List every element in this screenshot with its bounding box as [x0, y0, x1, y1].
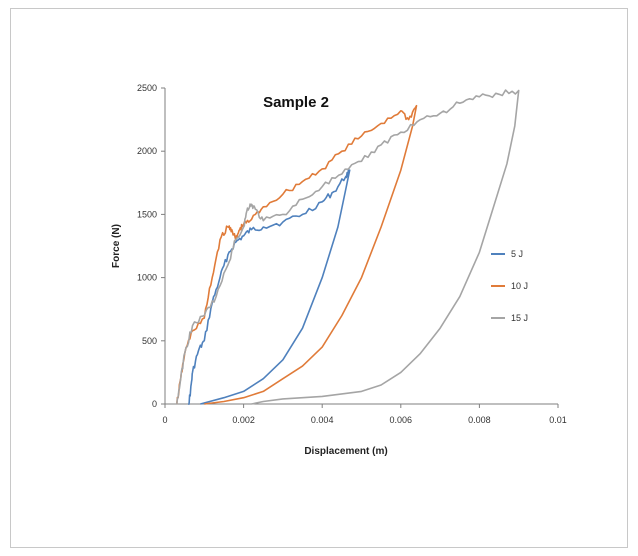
x-tick-label: 0 [162, 415, 167, 425]
series-lines [176, 89, 520, 405]
chart-title: Sample 2 [263, 94, 329, 111]
y-tick-label: 500 [142, 336, 157, 346]
y-axis-title: Force (N) [111, 224, 122, 268]
chart-frame: 0 0.002 0.004 0.006 0.008 0.01 0 500 1000 1500 20… [10, 8, 628, 548]
x-tick-label: 0.008 [468, 415, 491, 425]
y-tick-label: 0 [152, 399, 157, 409]
legend-label-15j: 15 J [511, 313, 528, 323]
x-ticks: 0 0.002 0.004 0.006 0.008 0.01 [162, 404, 567, 425]
x-tick-label: 0.006 [390, 415, 413, 425]
legend: 5 J 10 J 15 J [491, 249, 528, 323]
legend-label-5j: 5 J [511, 249, 523, 259]
y-ticks: 0 500 1000 1500 2000 2500 [137, 83, 165, 409]
series-line-10j [176, 104, 418, 405]
legend-label-10j: 10 J [511, 281, 528, 291]
y-tick-label: 2000 [137, 146, 157, 156]
y-tick-label: 1500 [137, 209, 157, 219]
y-tick-label: 1000 [137, 273, 157, 283]
chart: 0 0.002 0.004 0.006 0.008 0.01 0 500 1000 1500 20… [111, 83, 567, 457]
series-line-15j [176, 89, 520, 405]
series-line-5j [188, 169, 351, 405]
plot-area: 0 0.002 0.004 0.006 0.008 0.01 0 500 1000 1500 20… [137, 83, 567, 425]
y-tick-label: 2500 [137, 83, 157, 93]
x-tick-label: 0.004 [311, 415, 334, 425]
x-tick-label: 0.002 [232, 415, 255, 425]
x-tick-label: 0.01 [549, 415, 567, 425]
x-axis-title: Displacement (m) [304, 446, 387, 457]
